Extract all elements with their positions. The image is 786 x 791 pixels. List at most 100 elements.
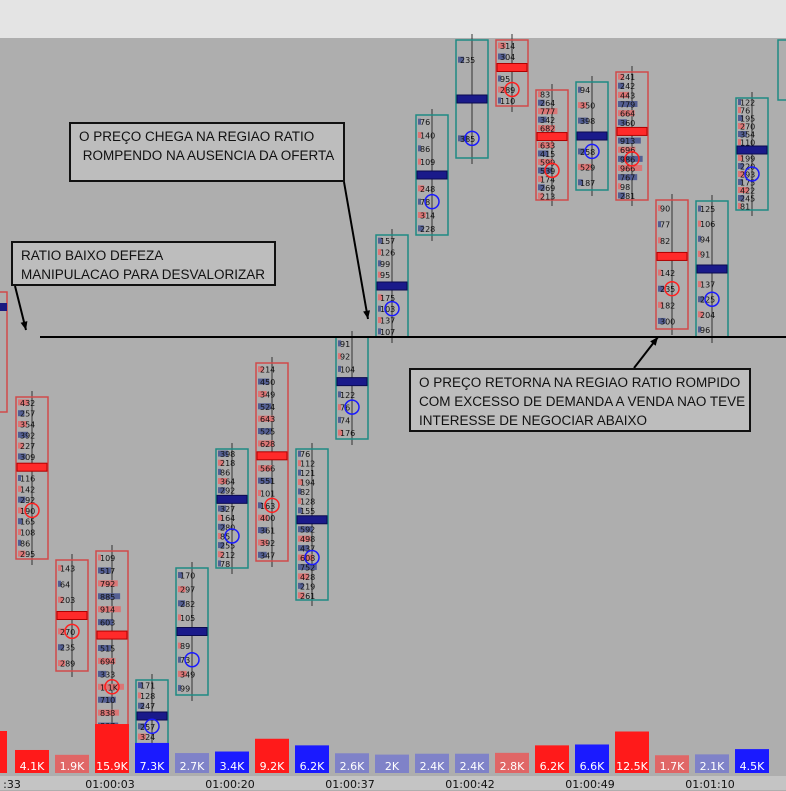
- footprint-cell-label: 270: [60, 628, 75, 637]
- footprint-cell-label: 227: [20, 442, 35, 451]
- footprint-cell-bar: [498, 53, 506, 60]
- edge-candle-right: [777, 39, 786, 101]
- footprint-cell-label: 364: [220, 478, 235, 487]
- time-tick-label: 01:00:49: [565, 778, 615, 791]
- footprint-cell-bar: [618, 192, 626, 199]
- footprint-cell-bar: [258, 465, 273, 472]
- footprint-cell-bar: [18, 421, 27, 427]
- footprint-cell-bar: [698, 281, 702, 288]
- footprint-cell-bar: [258, 415, 275, 422]
- volume-bar: [375, 754, 409, 773]
- footprint-cell-bar: [338, 340, 341, 347]
- footprint-cell-label: 110: [500, 97, 515, 106]
- footprint-cell-bar: [298, 469, 302, 476]
- footprint-cell-bar: [538, 108, 558, 115]
- footprint-cell-bar: [258, 502, 263, 509]
- footprint-cell-label: 986: [620, 155, 635, 164]
- footprint-cell-bar: [218, 523, 225, 530]
- poc-marker: [576, 131, 608, 141]
- footprint-cell-bar: [338, 404, 341, 411]
- footprint-cell-bar: [58, 644, 64, 651]
- footprint-cell-label: 99: [180, 684, 190, 693]
- footprint-cell-label: 354: [740, 131, 755, 140]
- footprint-cell-label: 242: [620, 82, 635, 91]
- arrow-breakout-head: [363, 310, 371, 319]
- footprint-cell-label: 913: [620, 137, 635, 146]
- footprint-cell-bar: [538, 184, 545, 191]
- footprint-cell-label: 551: [260, 477, 275, 486]
- footprint-cell-bar: [18, 507, 23, 514]
- poc-marker: [56, 611, 88, 620]
- footprint-cell-bar: [618, 119, 627, 126]
- volume-bar: [255, 738, 289, 773]
- footprint-cell-bar: [178, 656, 181, 663]
- footprint-cell-label: 422: [740, 187, 755, 196]
- footprint-cell-label: 98: [620, 183, 630, 192]
- footprint-cell-label: 157: [380, 237, 395, 246]
- volume-label: 15.9K: [96, 760, 128, 773]
- footprint-cell-label: 333: [100, 670, 115, 679]
- footprint-cell-bar: [98, 606, 121, 613]
- footprint-cell-bar: [658, 269, 662, 276]
- candle-body: [295, 448, 329, 601]
- footprint-cell-bar: [738, 187, 749, 193]
- footprint-cell-label: 400: [260, 514, 275, 523]
- footprint-cell-label: 324: [140, 733, 155, 742]
- footprint-cell-label: 539: [540, 167, 555, 176]
- footprint-cell-bar: [658, 301, 663, 308]
- volume-bar: [615, 731, 649, 773]
- footprint-cell-label: 228: [420, 225, 435, 234]
- footprint-cell-label: 235: [660, 285, 675, 294]
- footprint-cell-bar: [18, 475, 21, 481]
- footprint-cell-bar: [578, 117, 588, 124]
- edge-candle-left: [0, 291, 8, 413]
- footprint-cell-label: 199: [740, 155, 755, 164]
- footprint-cell-label: 255: [220, 542, 235, 551]
- footprint-cell-label: 187: [580, 179, 595, 188]
- footprint-cell-bar: [538, 175, 543, 182]
- poc-marker: [696, 264, 728, 274]
- poc-marker: [256, 451, 288, 461]
- time-tick-label: 01:00:03: [85, 778, 135, 791]
- candle-body: [575, 81, 609, 191]
- footprint-cell-bar: [698, 220, 701, 227]
- footprint-cell-label: 92: [340, 353, 350, 362]
- poc-marker: [656, 251, 688, 261]
- footprint-cell-bar: [618, 146, 636, 153]
- time-tick-label: :33: [3, 778, 21, 791]
- footprint-cell-label: 349: [180, 670, 195, 679]
- volume-label: 9.2K: [260, 760, 285, 773]
- footprint-cell-bar: [738, 171, 746, 177]
- volume-bar: [175, 753, 209, 773]
- footprint-cell-bar: [298, 573, 309, 580]
- footprint-cell-bar: [58, 628, 65, 635]
- footprint-cell-label: 116: [20, 475, 35, 484]
- footprint-cell-label: 76: [300, 450, 310, 459]
- footprint-cell-label: 257: [20, 410, 35, 419]
- footprint-cell-label: 885: [100, 593, 115, 602]
- imbalance-circle: [144, 718, 160, 735]
- footprint-cell-bar: [738, 131, 747, 137]
- footprint-cell-label: 282: [180, 600, 195, 609]
- footprint-cell-bar: [218, 551, 224, 558]
- poc-marker: [216, 494, 248, 504]
- footprint-cell-bar: [138, 733, 147, 740]
- footprint-cell-bar: [618, 155, 643, 162]
- footprint-cell-bar: [258, 403, 272, 410]
- volume-label: 4.5K: [740, 760, 765, 773]
- footprint-cell-bar: [298, 507, 302, 514]
- footprint-cell-bar: [298, 460, 301, 467]
- volume-bar: [215, 751, 249, 773]
- footprint-cell-label: 190: [20, 507, 35, 516]
- time-tick-label: 01:00:20: [205, 778, 255, 791]
- footprint-cell-bar: [378, 294, 383, 301]
- footprint-cell-bar: [138, 692, 142, 699]
- candle-body: [15, 396, 49, 560]
- footprint-cell-label: 82: [660, 237, 670, 246]
- volume-label: 6.2K: [300, 760, 325, 773]
- poc-marker: [616, 126, 648, 136]
- footprint-cell-label: 392: [260, 539, 275, 548]
- footprint-cell-label: 269: [540, 184, 555, 193]
- footprint-cell-bar: [698, 296, 704, 303]
- footprint-cell-label: 292: [20, 496, 35, 505]
